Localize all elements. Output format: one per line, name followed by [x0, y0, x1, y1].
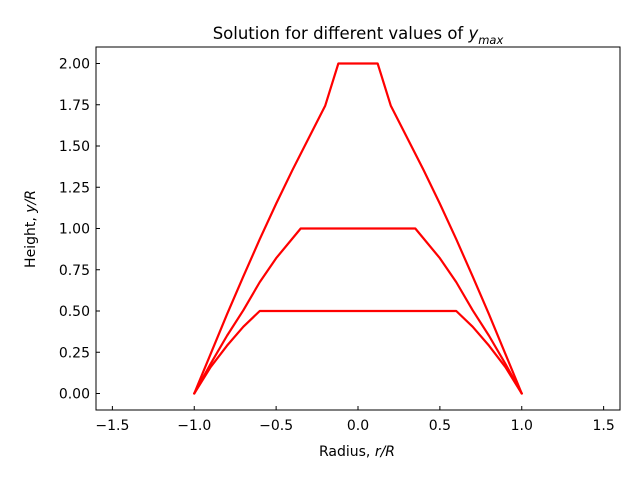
- y-tick-label: 0.25: [59, 345, 90, 361]
- series-line-2: [193, 62, 523, 395]
- y-tick-label: 1.25: [59, 180, 90, 196]
- y-axis-label: Height, y/R: [23, 190, 39, 268]
- axes-frame: [95, 46, 621, 411]
- series-line-1: [193, 227, 523, 395]
- plot-area: −1.5 −1.0 −0.5 0.0 0.5 1.0 1.5 0.00 0.25 0.50 0.75…: [59, 46, 621, 434]
- x-tick-label: 1.0: [511, 418, 533, 434]
- series-line-0: [193, 309, 523, 395]
- y-tick-label: 0.00: [59, 387, 90, 403]
- x-tick-label: 1.5: [592, 418, 614, 434]
- y-tick-label: 2.00: [59, 57, 90, 73]
- x-tick-label: 0.5: [429, 418, 451, 434]
- y-tick-label: 1.00: [59, 222, 90, 238]
- x-axis-label: Radius, r/R: [319, 444, 395, 460]
- x-tick-label: 0.0: [347, 418, 369, 434]
- y-tick-label: 1.75: [59, 98, 90, 114]
- chart-title: Solution for different values of ymax: [213, 24, 504, 47]
- x-tick-label: −1.5: [95, 418, 129, 434]
- x-tick-label: −1.0: [177, 418, 211, 434]
- x-tick-label: −0.5: [259, 418, 293, 434]
- y-tick-label: 0.50: [59, 304, 90, 320]
- y-tick-label: 0.75: [59, 263, 90, 279]
- y-tick-label: 1.50: [59, 139, 90, 155]
